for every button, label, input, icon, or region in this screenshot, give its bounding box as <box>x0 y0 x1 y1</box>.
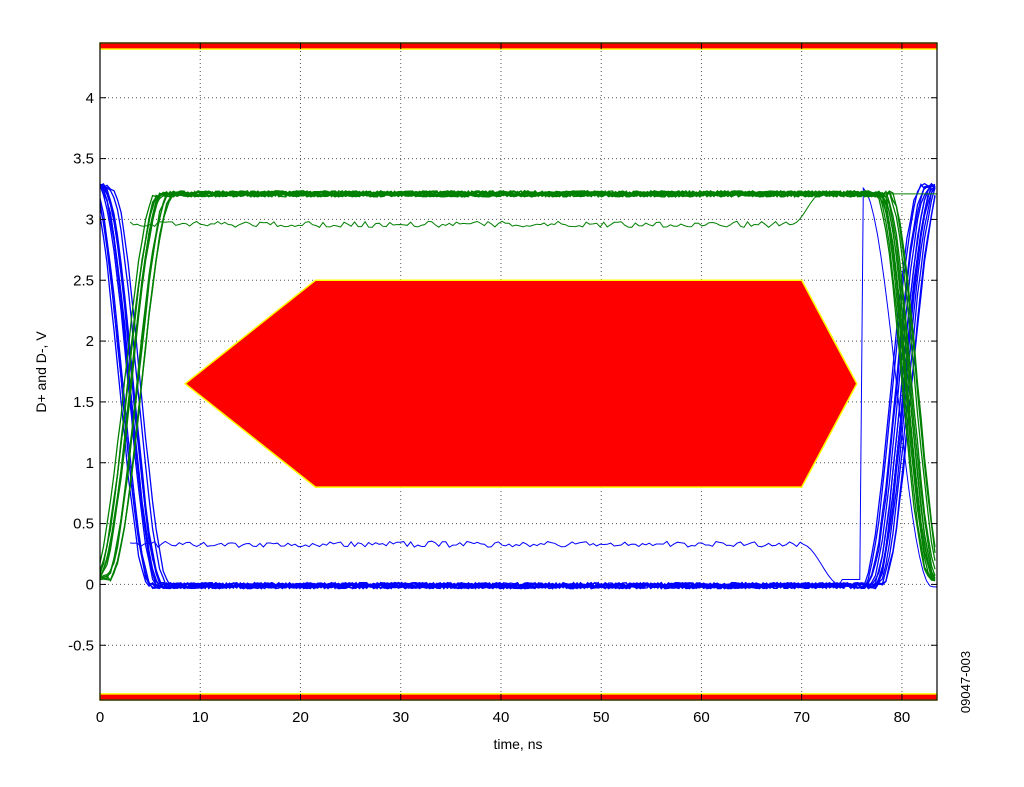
y-tick-label-2: 0.5 <box>73 516 94 533</box>
trace-0-13 <box>99 183 936 590</box>
series-0 <box>99 182 937 590</box>
eye-mask-hexagon <box>183 279 858 488</box>
y-tick-label-1: 0 <box>86 576 94 593</box>
lower-mask-bar <box>99 693 938 701</box>
x-tick-label-6: 60 <box>693 709 710 726</box>
y-tick-label-3: 1 <box>86 455 94 472</box>
y-tick-label-4: 1.5 <box>73 394 94 411</box>
y-tick-label-8: 3.5 <box>73 151 94 168</box>
plot-frame <box>99 42 938 701</box>
x-tick-label-0: 0 <box>96 709 104 726</box>
x-tick-label-2: 20 <box>292 709 309 726</box>
axis-ticks: 0 10 20 30 40 50 60 70 80 -0.5 0 0.5 1 1.5 2 2.5 3 3.5 4 <box>68 43 937 726</box>
partial-trace-1 <box>129 193 937 228</box>
partial-trace-0 <box>130 186 937 588</box>
y-tick-label-6: 2.5 <box>73 272 94 289</box>
x-axis-label: time, ns <box>493 736 542 752</box>
x-tick-label-1: 10 <box>192 709 209 726</box>
x-tick-label-8: 80 <box>894 709 911 726</box>
x-tick-label-4: 40 <box>493 709 510 726</box>
upper-mask-bar <box>99 42 938 50</box>
trace-1-12 <box>99 189 936 580</box>
y-axis-label: D+ and D-, V <box>33 331 49 413</box>
x-tick-label-7: 70 <box>793 709 810 726</box>
y-tick-label-0: -0.5 <box>68 637 94 654</box>
x-tick-label-3: 30 <box>392 709 409 726</box>
y-tick-label-5: 2 <box>86 333 94 350</box>
waveform-traces <box>99 182 937 590</box>
series-1 <box>99 189 937 582</box>
x-tick-label-5: 50 <box>593 709 610 726</box>
trace-1-13 <box>99 189 936 581</box>
y-tick-label-9: 4 <box>86 90 94 107</box>
y-tick-label-7: 3 <box>86 211 94 228</box>
figure-id: 09047-003 <box>958 651 973 713</box>
